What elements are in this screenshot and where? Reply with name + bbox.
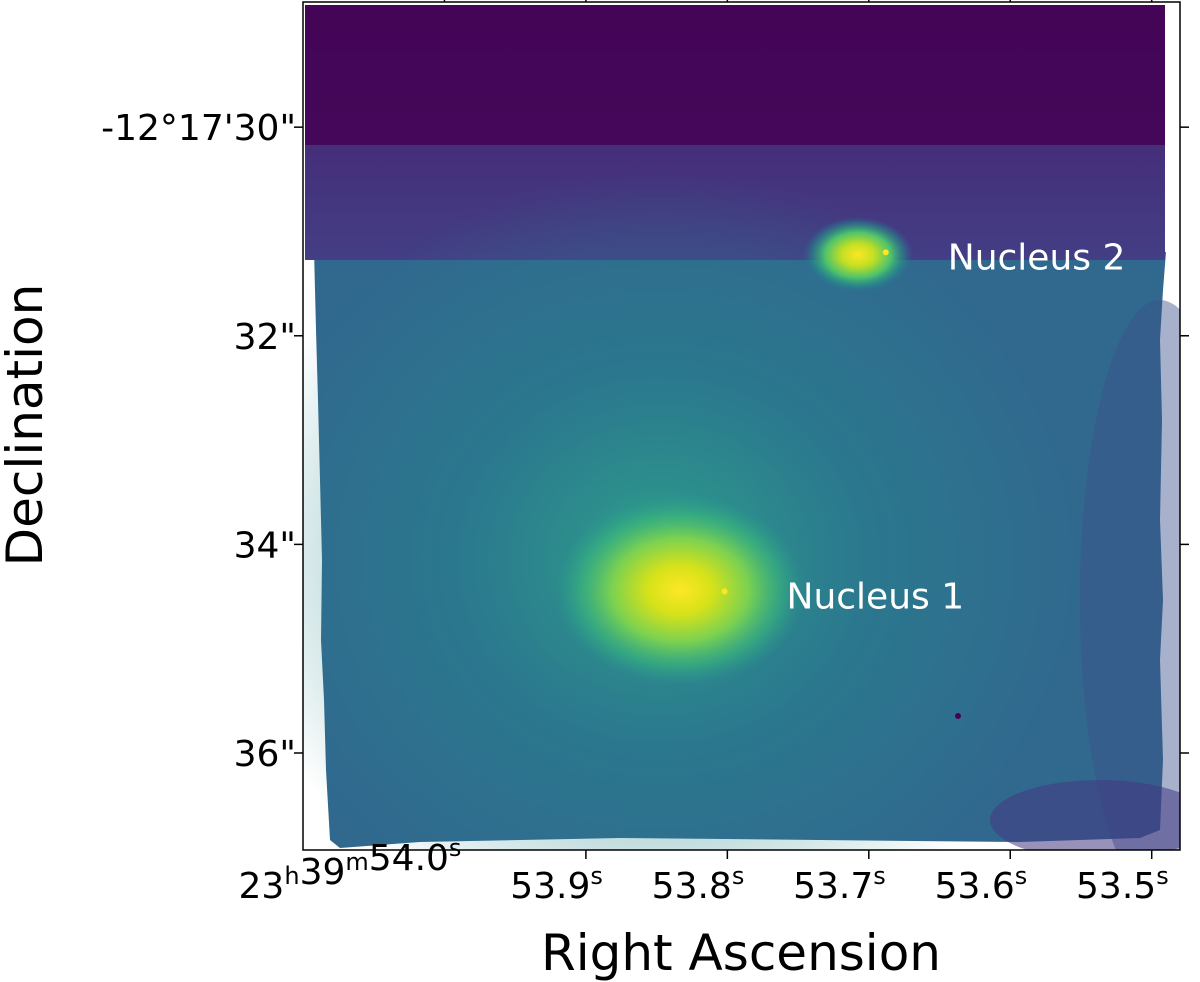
nucleus-peak-marker — [882, 249, 889, 256]
nucleus-2-glow — [803, 217, 913, 293]
x-tick-label: 23h39m54.0s — [239, 834, 462, 907]
x-tick-label: 53.5s — [1076, 862, 1169, 907]
x-tick-label: 53.7s — [793, 862, 886, 907]
right-edge-shade — [1080, 300, 1180, 850]
y-tick-label: 34" — [234, 525, 296, 566]
upper-band-dark — [305, 5, 1165, 145]
y-axis-label: Declination — [0, 284, 54, 567]
nucleus-1-glow — [555, 495, 805, 685]
plot-frame — [302, 1, 1181, 851]
x-tick-label: 53.6s — [935, 862, 1028, 907]
x-axis-label: Right Ascension — [541, 924, 941, 982]
dark-pixel-artifact — [955, 713, 961, 719]
y-tick-label: -12°17'30" — [101, 108, 296, 149]
nucleus-peak-marker — [721, 588, 728, 595]
nucleus-label: Nucleus 2 — [948, 237, 1126, 278]
bottom-right-shade — [990, 780, 1180, 850]
y-axis-ticks: -12°17'30" 32" 34" 36" — [101, 108, 1189, 775]
x-tick-label: 53.8s — [652, 862, 745, 907]
sky-image — [303, 2, 1180, 850]
source-labels: Nucleus 1 Nucleus 2 — [721, 237, 1126, 617]
y-tick-label: 32" — [234, 317, 296, 358]
y-tick-label: 36" — [234, 734, 296, 775]
x-tick-label: 53.9s — [510, 862, 603, 907]
nucleus-label: Nucleus 1 — [787, 576, 965, 617]
x-axis-ticks: 23h39m54.0s 53.9s 53.8s 53.7s 53.6s 53.5s — [239, 0, 1169, 907]
